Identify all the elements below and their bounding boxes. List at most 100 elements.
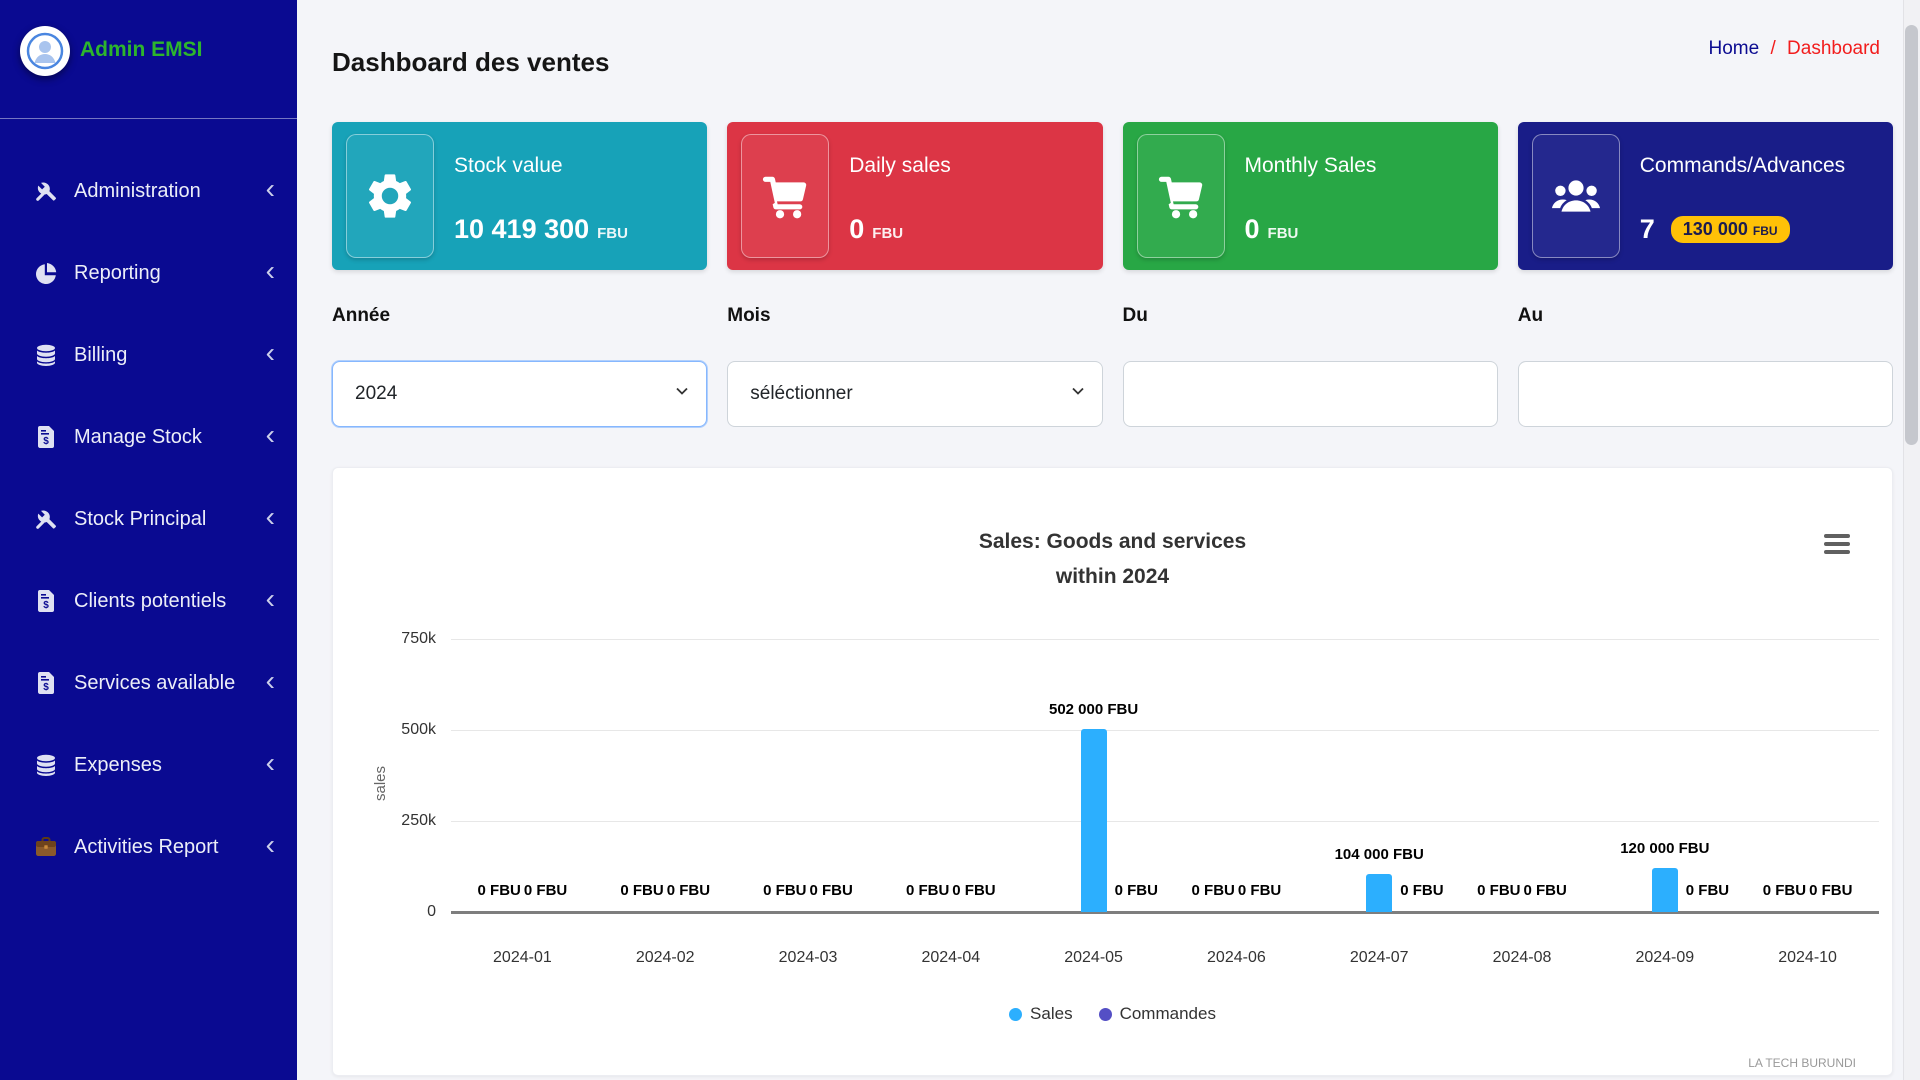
data-label-pair: 0 FBU0 FBU: [620, 882, 710, 899]
x-tick-label: 2024-09: [1635, 949, 1694, 967]
stat-card-commands-advances: Commands/Advances7130 000FBU: [1518, 122, 1893, 270]
chevron-left-icon: ‹: [266, 667, 275, 695]
user-profile[interactable]: Admin EMSI: [0, 0, 297, 118]
briefcase-icon: [34, 835, 58, 859]
data-label-sales: 104 000 FBU: [1335, 846, 1424, 863]
mois-select[interactable]: séléctionner: [727, 361, 1102, 427]
data-label-pair: 0 FBU0 FBU: [1477, 882, 1567, 899]
chevron-left-icon: ‹: [266, 339, 275, 367]
chart-title-line1: Sales: Goods and services: [333, 524, 1892, 559]
x-tick-label: 2024-08: [1493, 949, 1552, 967]
x-tick-label: 2024-03: [779, 949, 838, 967]
scrollbar-track[interactable]: [1903, 0, 1920, 1080]
sidebar-item-manage-stock[interactable]: $ Manage Stock ‹: [0, 396, 297, 478]
data-label-pair: 0 FBU0 FBU: [763, 882, 853, 899]
sidebar-item-label: Administration: [74, 180, 201, 203]
chevron-down-icon: [674, 383, 690, 405]
bar-sales-2024-09: [1652, 868, 1678, 912]
bar-sales-2024-07: [1366, 874, 1392, 912]
stat-card-label: Commands/Advances: [1640, 154, 1845, 178]
stat-card-daily-sales: Daily sales 0FBU: [727, 122, 1102, 270]
svg-text:$: $: [43, 600, 49, 611]
filter-ann-e: Année2024: [332, 304, 707, 427]
svg-text:$: $: [43, 682, 49, 693]
legend-marker-icon: [1099, 1008, 1112, 1021]
sidebar-item-clients-potentiels[interactable]: $Clients potentiels‹: [0, 560, 297, 642]
stat-card-value-row: 7130 000FBU: [1640, 214, 1790, 246]
x-tick-label: 2024-01: [493, 949, 552, 967]
users-icon: [1550, 170, 1602, 222]
sidebar-item-activities-report[interactable]: Activities Report‹: [0, 806, 297, 888]
stat-card-icon-tile: [1532, 134, 1620, 258]
stat-card-label: Daily sales: [849, 154, 951, 178]
x-tick-label: 2024-10: [1778, 949, 1837, 967]
filters-row: Année2024 Mois séléctionner Du Au: [332, 304, 1893, 427]
x-tick-label: 2024-02: [636, 949, 695, 967]
filter-label-au: Au: [1518, 304, 1893, 328]
select-value: séléctionner: [750, 383, 852, 405]
ann-e-select[interactable]: 2024: [332, 361, 707, 427]
stat-card-value: 10 419 300: [454, 214, 589, 245]
x-tick-label: 2024-05: [1064, 949, 1123, 967]
scrollbar-thumb[interactable]: [1905, 25, 1918, 445]
sidebar-item-label: Billing: [74, 344, 127, 367]
legend-marker-icon: [1009, 1008, 1022, 1021]
sidebar-item-billing[interactable]: Billing ‹: [0, 314, 297, 396]
filter-au: Au: [1518, 304, 1893, 427]
badge-value: 130 000: [1683, 219, 1748, 240]
filter-mois: Mois séléctionner: [727, 304, 1102, 427]
stat-card-icon-tile: [346, 134, 434, 258]
data-label-commandes: 0 FBU: [1400, 882, 1443, 899]
stat-card-icon-tile: [1137, 134, 1225, 258]
breadcrumb-separator: /: [1770, 38, 1775, 59]
du-text-input[interactable]: [1146, 362, 1475, 426]
au-input[interactable]: [1518, 361, 1893, 427]
sidebar-item-label: Reporting: [74, 262, 161, 285]
stat-card-value: 7: [1640, 214, 1655, 245]
sidebar-item-administration[interactable]: Administration‹: [0, 150, 297, 232]
hamburger-icon: [1824, 534, 1850, 538]
y-tick-label: 0: [372, 903, 436, 921]
au-text-input[interactable]: [1541, 362, 1870, 426]
svg-text:$: $: [43, 436, 49, 447]
user-name: Admin EMSI: [80, 38, 203, 62]
sidebar-item-stock-principal[interactable]: Stock Principal‹: [0, 478, 297, 560]
invoice-icon: $: [34, 425, 58, 449]
chart-card: Sales: Goods and services within 2024 sa…: [332, 467, 1893, 1076]
dashboard-page: Admin EMSI Administration‹Reporting‹Bill…: [0, 0, 1920, 1080]
select-value: 2024: [355, 383, 397, 405]
database-icon: [34, 753, 58, 777]
sidebar-item-services-available[interactable]: $Services available‹: [0, 642, 297, 724]
tools-icon: [34, 507, 58, 531]
stat-card-unit: FBU: [597, 225, 628, 242]
data-label-pair: 0 FBU0 FBU: [1192, 882, 1282, 899]
sidebar-item-label: Manage Stock: [74, 426, 202, 449]
stat-card-icon-tile: [741, 134, 829, 258]
filter-label-mois: Mois: [727, 304, 1102, 328]
stat-card-label: Monthly Sales: [1245, 154, 1377, 178]
legend-item-sales[interactable]: Sales: [1009, 1004, 1073, 1024]
stat-card-label: Stock value: [454, 154, 563, 178]
chevron-left-icon: ‹: [266, 421, 275, 449]
stat-card-stock-value: Stock value 10 419 300 FBU: [332, 122, 707, 270]
sidebar-item-reporting[interactable]: Reporting‹: [0, 232, 297, 314]
data-label-pair: 0 FBU0 FBU: [906, 882, 996, 899]
filter-du: Du: [1123, 304, 1498, 427]
legend-item-commandes[interactable]: Commandes: [1099, 1004, 1216, 1024]
sidebar-item-label: Clients potentiels: [74, 590, 226, 613]
du-input[interactable]: [1123, 361, 1498, 427]
sidebar-item-label: Stock Principal: [74, 508, 206, 531]
stat-card-monthly-sales: Monthly Sales0FBU: [1123, 122, 1498, 270]
sidebar-item-expenses[interactable]: Expenses‹: [0, 724, 297, 806]
chart-credits-link[interactable]: LA TECH BURUNDI: [1748, 1056, 1856, 1070]
chart-context-menu-button[interactable]: [1824, 532, 1850, 556]
sidebar-item-label: Activities Report: [74, 836, 219, 859]
breadcrumb-home-link[interactable]: Home: [1709, 38, 1760, 59]
pie-icon: [34, 261, 58, 285]
data-label-commandes: 0 FBU: [1115, 882, 1158, 899]
tools-icon: [34, 179, 58, 203]
gridline: [451, 821, 1879, 822]
stat-card-value: 0: [849, 214, 864, 245]
chart-title-line2: within 2024: [333, 559, 1892, 594]
stat-card-value-row: 0FBU: [849, 214, 903, 245]
